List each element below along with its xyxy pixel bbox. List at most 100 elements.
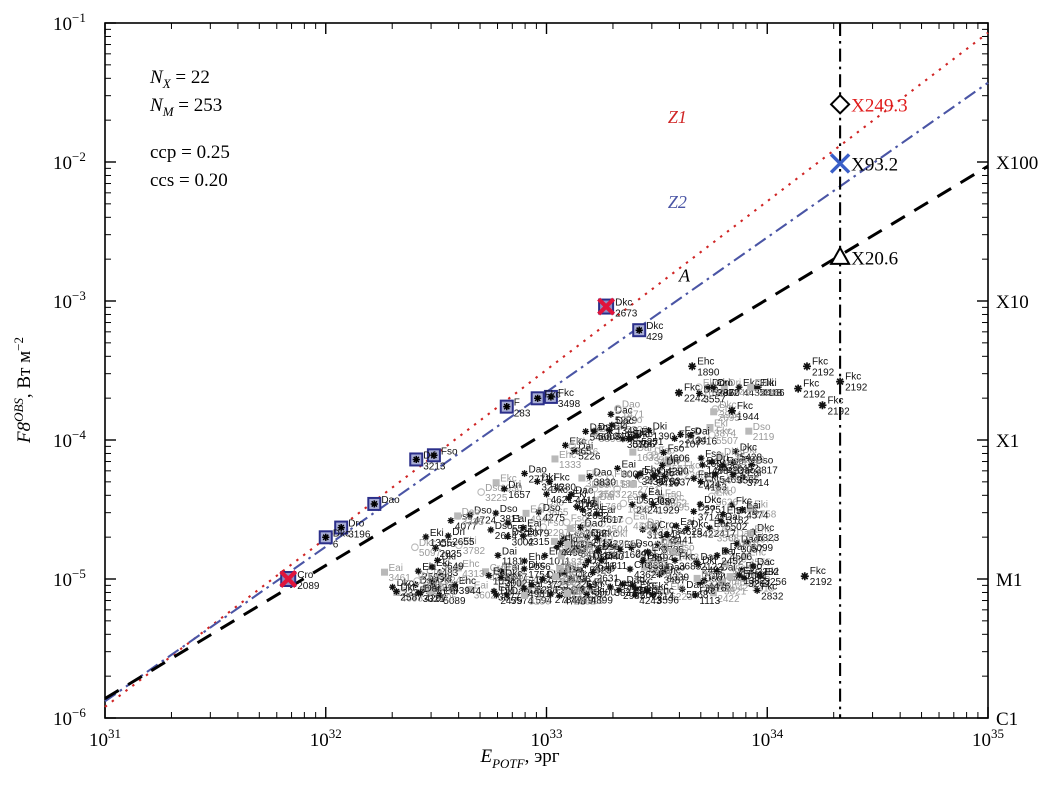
cluster-point (625, 516, 633, 525)
cluster-point-label: Cro (440, 539, 457, 550)
cluster-point-label: Eai (498, 582, 512, 593)
cluster-point-label: Eai (601, 505, 615, 516)
cluster-point (713, 552, 721, 559)
cluster-point (650, 472, 658, 480)
cluster-point-label: 3433 (642, 477, 665, 488)
cluster-point-label: Cro (426, 566, 443, 577)
cluster-point-label: Eki (613, 422, 627, 433)
cluster-point (728, 533, 737, 542)
cluster-point-label: Fkc (581, 498, 597, 509)
cluster-point-label: 3321 (423, 594, 446, 605)
cluster-point-label: 3944 (459, 586, 482, 597)
cluster-point (729, 459, 737, 466)
cluster-point-label: 3075 (627, 440, 650, 451)
cluster-point (583, 590, 591, 598)
cluster-point (614, 465, 621, 472)
cluster-point-label: Dao (591, 528, 610, 539)
cluster-point-label: 2860 (718, 388, 741, 399)
cluster-point-label: Ekc (576, 437, 593, 448)
x-tick-label: 1034 (751, 726, 784, 751)
cluster-point-label: Dkc (704, 495, 721, 506)
cluster-point-label: 1377 (754, 534, 777, 545)
cluster-point-label: Eki (599, 424, 613, 435)
cluster-point (626, 565, 634, 573)
cluster-point-label: Eki (670, 582, 684, 593)
cluster-point-label: 3042 (726, 583, 749, 594)
cluster-point-label: Fso (727, 456, 744, 467)
cluster-point-label: 2987 (574, 529, 597, 540)
blue-square-point-number-8: 6 (333, 539, 339, 550)
cluster-point-label: 1001 (745, 571, 768, 582)
cluster-point-label: 1434 (565, 574, 588, 585)
cluster-point-label: Dai (559, 577, 574, 588)
cluster-point-label: 2119 (753, 432, 775, 443)
cluster-point (389, 583, 396, 591)
cluster-point-label: Dac (580, 539, 598, 550)
annotation-nm: NM = 253 (149, 95, 222, 119)
cluster-point (644, 586, 652, 594)
cluster-point (606, 583, 614, 591)
cluster-point-label: Dai (502, 546, 517, 557)
cluster-point-label: Eai (493, 567, 507, 578)
cluster-point (716, 581, 724, 590)
cluster-point (567, 491, 575, 498)
cluster-point-label: Dso (455, 512, 473, 523)
cluster-point-label: Dkc (397, 578, 414, 589)
cluster-point (697, 454, 705, 462)
cluster-point-label: 3382 (757, 567, 780, 578)
cluster-point (695, 383, 703, 392)
cluster-point-label: 3216 (541, 482, 564, 493)
cluster-point-label: Eki (764, 567, 778, 578)
cluster-point-label: 1230 (670, 548, 693, 559)
cluster-point-label: Fso (574, 519, 591, 530)
cluster-point-label: 1929 (657, 506, 680, 517)
cluster-point (656, 571, 664, 578)
cluster-point-label: 4476 (708, 582, 731, 593)
cluster-point (722, 560, 730, 568)
cluster-point (616, 545, 624, 553)
cluster-point-label: 1355 (430, 538, 453, 549)
cluster-point (747, 383, 755, 391)
cluster-point-label: 2916 (695, 436, 718, 447)
cluster-point-label: 4606 (668, 454, 691, 465)
cluster-point-label: 4665 (724, 457, 747, 468)
cluster-point-label: Fkc (564, 534, 580, 545)
cluster-point (633, 432, 641, 440)
cluster-point-label: 3109 (560, 578, 583, 589)
cluster-point (560, 535, 568, 543)
isolated-point-label-6: Fkc (827, 395, 843, 406)
cluster-point-label: 3924 (719, 410, 742, 421)
cluster-point-label: 3057 (741, 544, 764, 555)
cluster-point-label: 4780 (633, 522, 656, 533)
cluster-point-label: 3267 (748, 579, 771, 590)
cluster-point-label: Fkc (662, 535, 678, 546)
cluster-point-label: Dso (500, 504, 518, 515)
cluster-point-label: Dac (734, 465, 752, 476)
cluster-point (551, 537, 559, 545)
cluster-point (454, 541, 463, 550)
cluster-point-label: 1589 (742, 455, 765, 466)
cluster-point-label: 4275 (543, 513, 566, 524)
cluster-point-label: 4981 (528, 589, 551, 600)
cluster-point (553, 543, 561, 551)
cluster-point-label: Dai (695, 426, 710, 437)
cluster-point-label: 5106 (633, 440, 656, 451)
cluster-point-label: Dac (564, 560, 582, 571)
cluster-point-label: Dso (543, 503, 561, 514)
cluster-point (718, 578, 726, 586)
cluster-point (639, 556, 647, 564)
cluster-point (744, 578, 752, 587)
blue-square-point-label-4: Fso (441, 446, 458, 457)
cluster-point (547, 569, 556, 577)
cluster-point-label: 3795 (667, 502, 690, 513)
cluster-point-label: Eai (512, 514, 526, 525)
cluster-point-label: Ehc (657, 469, 674, 480)
cluster-point-label: 2024 (698, 479, 721, 490)
cluster-point-label: 3194 (647, 531, 670, 542)
isolated-point-label-5: Fkc (803, 379, 819, 390)
cluster-point (497, 574, 505, 581)
cluster-point-label: Dso (592, 552, 610, 563)
cluster-point (428, 563, 436, 571)
cluster-point-label: 3593 (598, 490, 621, 501)
cluster-point (562, 441, 569, 449)
